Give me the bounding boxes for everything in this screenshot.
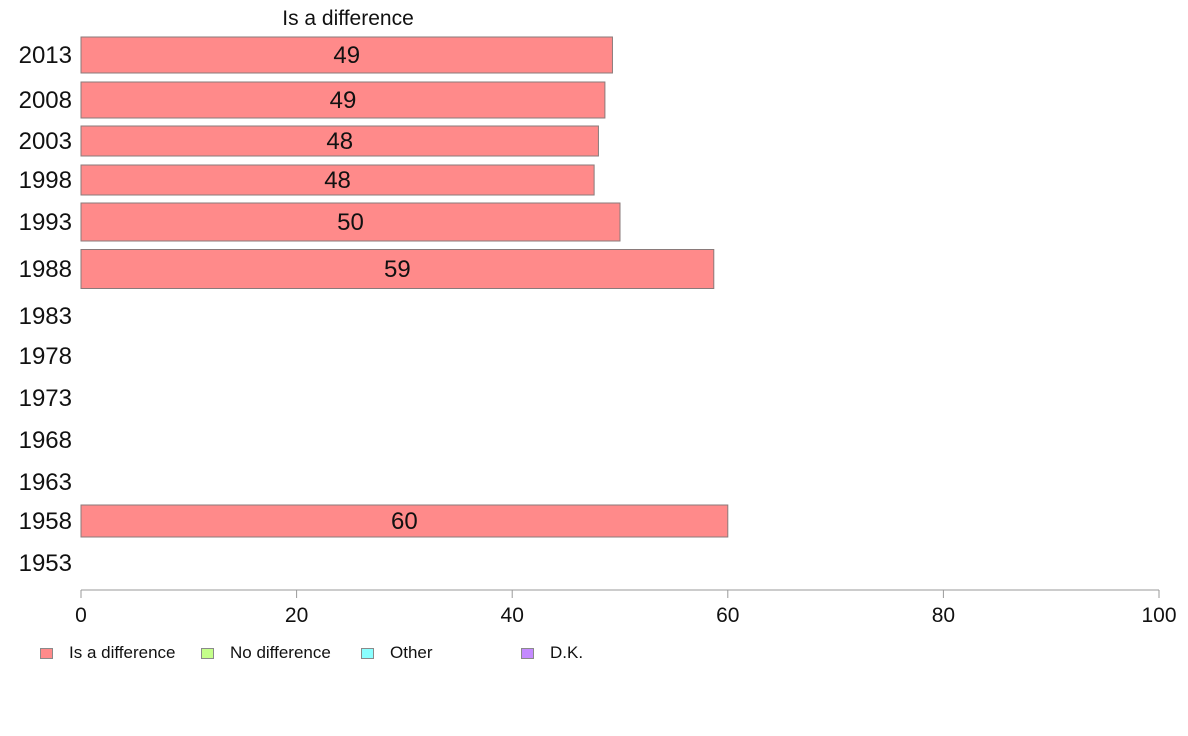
legend-label-dk: D.K. <box>550 643 584 662</box>
bar-value-label-1993: 50 <box>337 209 364 236</box>
x-tick-label-100: 100 <box>1141 604 1176 627</box>
y-tick-label-1993: 1993 <box>19 209 72 236</box>
x-tick-label-80: 80 <box>932 604 955 627</box>
bar-1998 <box>80 164 595 196</box>
x-tick-label-40: 40 <box>501 604 524 627</box>
y-tick-label-1953: 1953 <box>19 550 72 577</box>
bar-2008 <box>80 81 606 119</box>
x-tick-label-20: 20 <box>285 604 308 627</box>
legend-label-other: Other <box>390 643 433 662</box>
legend-swatch-other <box>361 647 374 659</box>
y-tick-label-1998: 1998 <box>19 167 72 194</box>
bars-group: 49 49 48 48 50 59 60 <box>80 36 729 538</box>
x-tick-label-60: 60 <box>716 604 739 627</box>
x-axis: 0 20 40 60 80 100 <box>75 589 1177 627</box>
y-tick-label-1968: 1968 <box>19 427 72 454</box>
y-axis-labels: 2013 2008 2003 1998 1993 1988 1983 1978 1973 1968… <box>19 42 72 577</box>
chart-title: Is a difference <box>282 7 414 30</box>
bar-value-label-2003: 48 <box>326 128 353 155</box>
legend-label-no-difference: No difference <box>230 643 331 662</box>
y-tick-label-1963: 1963 <box>19 469 72 496</box>
y-tick-label-1988: 1988 <box>19 256 72 283</box>
bar-1988 <box>80 249 715 289</box>
legend-swatch-no-difference <box>201 647 214 659</box>
bar-2013 <box>80 36 613 74</box>
bar-2003 <box>80 125 599 157</box>
legend-item-dk: D.K. <box>521 643 584 662</box>
bar-value-label-1988: 59 <box>384 256 411 283</box>
legend-item-no-difference: No difference <box>201 643 331 662</box>
legend-item-is-a-difference: Is a difference <box>40 643 176 662</box>
y-tick-label-1983: 1983 <box>19 303 72 330</box>
bar-1993 <box>80 202 621 242</box>
x-tick-label-0: 0 <box>75 604 87 627</box>
y-tick-label-2013: 2013 <box>19 42 72 69</box>
legend-label-is-a-difference: Is a difference <box>69 643 176 662</box>
legend-swatch-dk <box>521 647 534 659</box>
bar-value-label-1998: 48 <box>324 167 351 194</box>
y-tick-label-1978: 1978 <box>19 343 72 370</box>
y-tick-label-1958: 1958 <box>19 508 72 535</box>
bar-value-label-1958: 60 <box>391 508 418 535</box>
bar-1958 <box>80 504 729 538</box>
y-tick-label-2003: 2003 <box>19 128 72 155</box>
y-tick-label-2008: 2008 <box>19 87 72 114</box>
legend-swatch-is-a-difference <box>40 647 53 659</box>
y-tick-label-1973: 1973 <box>19 385 72 412</box>
bar-value-label-2013: 49 <box>333 42 360 69</box>
bar-value-label-2008: 49 <box>330 87 357 114</box>
legend-item-other: Other <box>361 643 433 662</box>
